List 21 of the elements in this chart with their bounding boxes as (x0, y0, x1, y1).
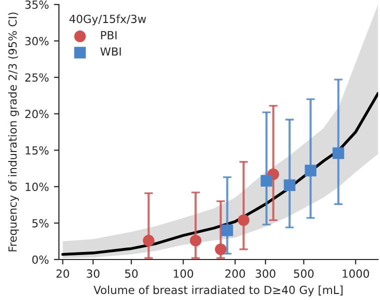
y-tick-label: 30% (25, 36, 49, 46)
x-axis-title: Volume of breast irradiated to D≥40 Gy [mL] (94, 286, 343, 296)
y-tick-label: 35% (25, 0, 49, 9)
y-tick-label: 0% (32, 255, 49, 264)
y-tick-label: 25% (25, 73, 49, 82)
y-tick-label: 20% (25, 110, 49, 118)
x-tick-label: 30 (86, 269, 100, 278)
y-tick-label: 10% (26, 182, 49, 192)
legend-label: PBI (101, 31, 117, 40)
legend-label: WBI (100, 47, 121, 56)
x-tick-label: 20 (56, 269, 70, 278)
y-tick-label: 15% (26, 146, 49, 155)
legend-title: 40Gy/15fx/3w (69, 14, 146, 26)
x-tick-label: 50 (125, 269, 138, 278)
x-tick-label: 1000 (342, 269, 370, 278)
y-tick-label: 5% (32, 219, 49, 228)
x-tick-label: 500 (294, 269, 314, 278)
y-axis-title: Frequency of induration grade 2/3 (95% CI) (8, 12, 19, 252)
x-tick-label: 100 (174, 269, 194, 278)
x-tick-label: 200 (225, 269, 245, 278)
x-tick-label: 300 (256, 269, 276, 278)
